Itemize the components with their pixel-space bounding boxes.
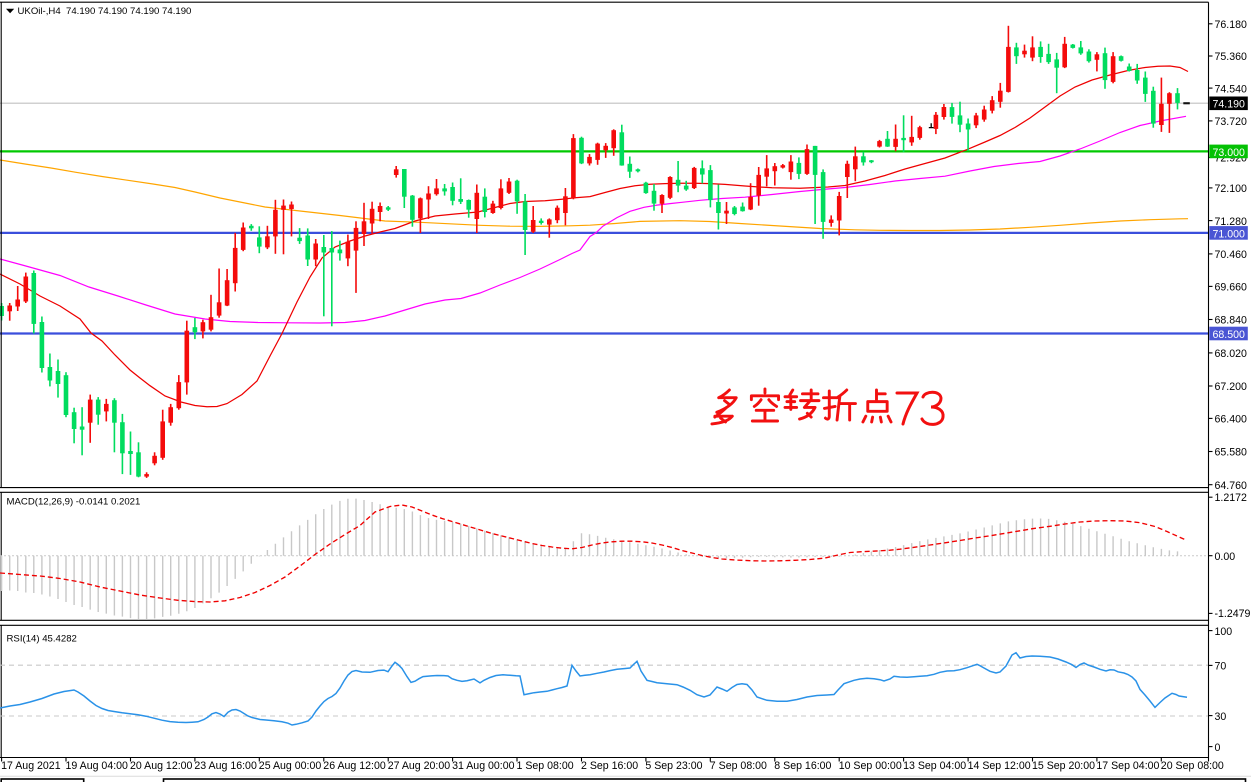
svg-text:7 Sep 08:00: 7 Sep 08:00 — [710, 760, 767, 772]
svg-text:13 Sep 04:00: 13 Sep 04:00 — [903, 760, 966, 772]
svg-text:31 Aug 00:00: 31 Aug 00:00 — [452, 760, 515, 772]
svg-text:23 Aug 16:00: 23 Aug 16:00 — [194, 760, 257, 772]
svg-text:64.760: 64.760 — [1215, 480, 1248, 492]
svg-text:8 Sep 16:00: 8 Sep 16:00 — [774, 760, 831, 772]
svg-text:20 Sep 08:00: 20 Sep 08:00 — [1161, 760, 1224, 772]
svg-text:67.200: 67.200 — [1215, 381, 1248, 393]
svg-text:2 Sep 16:00: 2 Sep 16:00 — [581, 760, 638, 772]
svg-text:10 Sep 00:00: 10 Sep 00:00 — [839, 760, 902, 772]
svg-text:73.720: 73.720 — [1215, 116, 1248, 128]
svg-text:17 Aug 2021: 17 Aug 2021 — [1, 760, 61, 772]
svg-text:74.190: 74.190 — [1213, 99, 1246, 111]
svg-text:25 Aug 00:00: 25 Aug 00:00 — [259, 760, 322, 772]
svg-text:68.840: 68.840 — [1215, 315, 1248, 327]
svg-text:70: 70 — [1215, 661, 1227, 673]
svg-text:30: 30 — [1215, 711, 1227, 723]
svg-text:74.540: 74.540 — [1215, 83, 1248, 95]
svg-text:14 Sep 12:00: 14 Sep 12:00 — [968, 760, 1031, 772]
svg-text:20 Aug 12:00: 20 Aug 12:00 — [130, 760, 193, 772]
svg-text:1 Sep 08:00: 1 Sep 08:00 — [517, 760, 574, 772]
svg-text:72.100: 72.100 — [1215, 183, 1248, 195]
svg-text:UKOil-,H4 74.190 74.190 74.19: UKOil-,H4 74.190 74.190 74.190 74.190 — [18, 6, 192, 17]
svg-text:66.400: 66.400 — [1215, 414, 1248, 426]
svg-text:15 Sep 20:00: 15 Sep 20:00 — [1032, 760, 1095, 772]
svg-text:MACD(12,26,9) -0.0141 0.2021: MACD(12,26,9) -0.0141 0.2021 — [7, 497, 141, 508]
svg-text:5 Sep 23:00: 5 Sep 23:00 — [645, 760, 702, 772]
svg-text:71.000: 71.000 — [1213, 228, 1246, 240]
svg-text:0.00: 0.00 — [1215, 551, 1236, 563]
svg-text:26 Aug 12:00: 26 Aug 12:00 — [323, 760, 386, 772]
svg-text:75.360: 75.360 — [1215, 51, 1248, 63]
svg-text:68.020: 68.020 — [1215, 348, 1248, 360]
svg-text:0: 0 — [1215, 742, 1221, 754]
svg-text:65.580: 65.580 — [1215, 447, 1248, 459]
svg-text:RSI(14) 45.4282: RSI(14) 45.4282 — [7, 634, 77, 645]
svg-text:68.500: 68.500 — [1213, 329, 1246, 341]
svg-text:71.280: 71.280 — [1215, 216, 1248, 228]
svg-text:27 Aug 20:00: 27 Aug 20:00 — [388, 760, 451, 772]
svg-text:19 Aug 04:00: 19 Aug 04:00 — [66, 760, 129, 772]
svg-text:73.000: 73.000 — [1213, 147, 1246, 159]
svg-text:100: 100 — [1215, 626, 1233, 638]
svg-text:76.180: 76.180 — [1215, 19, 1248, 31]
svg-text:69.660: 69.660 — [1215, 282, 1248, 294]
svg-text:-1.2479: -1.2479 — [1215, 608, 1251, 620]
svg-text:1.2172: 1.2172 — [1215, 492, 1248, 504]
svg-text:70.460: 70.460 — [1215, 249, 1248, 261]
svg-text:17 Sep 04:00: 17 Sep 04:00 — [1096, 760, 1159, 772]
